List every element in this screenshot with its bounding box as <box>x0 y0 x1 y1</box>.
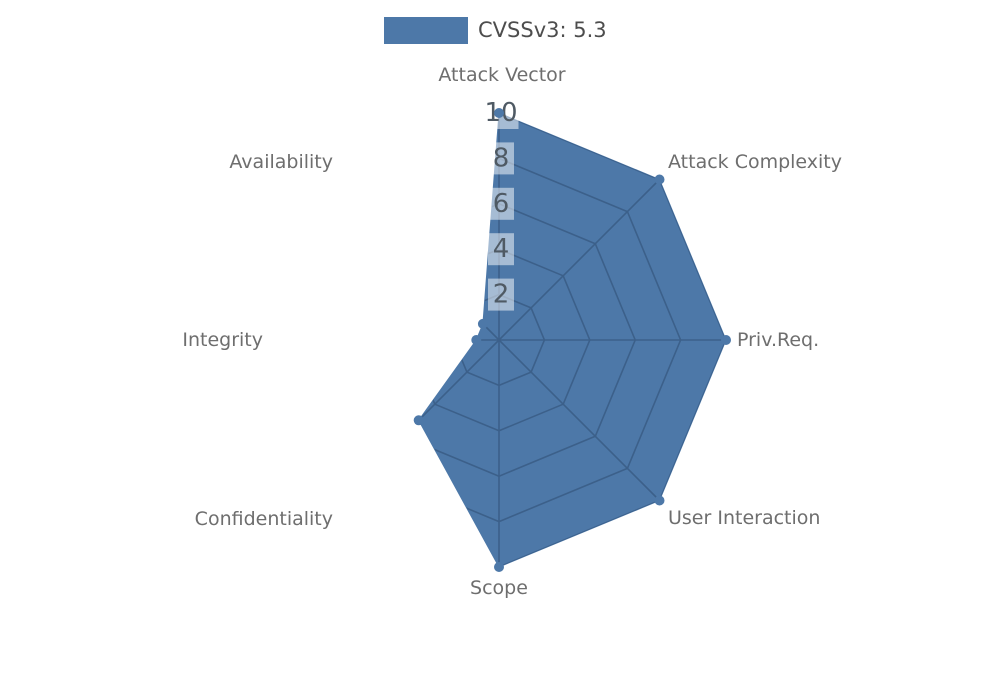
data-point-dot <box>477 318 488 329</box>
data-point-dot <box>654 495 665 506</box>
axis-label-attack-complexity: Attack Complexity <box>668 151 842 173</box>
legend-item-cvssv3[interactable]: CVSSv3: 5.3 <box>384 17 607 44</box>
data-point-dot <box>721 335 731 345</box>
axis-label-scope: Scope <box>470 577 528 599</box>
axis-label-priv-req: Priv.Req. <box>737 329 819 351</box>
tick-label: 4 <box>493 234 510 264</box>
legend-label: CVSSv3: 5.3 <box>478 18 607 42</box>
tick-box <box>488 142 514 175</box>
tick-box <box>488 187 514 220</box>
axis-spoke <box>498 178 661 341</box>
axis-label-integrity: Integrity <box>182 329 263 351</box>
tick-label: 6 <box>493 189 510 219</box>
data-point-dot <box>494 108 504 118</box>
data-point-dot <box>413 415 424 426</box>
data-point-dot <box>654 174 665 185</box>
data-point-dot <box>494 562 504 572</box>
axis-label-availability: Availability <box>229 151 333 173</box>
axis-label-attack-vector: Attack Vector <box>438 64 565 86</box>
tick-box <box>488 233 514 266</box>
axis-label-user-interaction: User Interaction <box>668 507 820 529</box>
tick-box <box>488 278 514 311</box>
legend-swatch <box>384 17 468 44</box>
tick-label: 8 <box>493 143 510 173</box>
axis-spoke <box>498 339 661 502</box>
axis-label-confidentiality: Confidentiality <box>195 508 333 530</box>
data-point-dot <box>471 335 482 345</box>
tick-label: 2 <box>493 280 510 310</box>
axis-spoke <box>418 178 500 341</box>
